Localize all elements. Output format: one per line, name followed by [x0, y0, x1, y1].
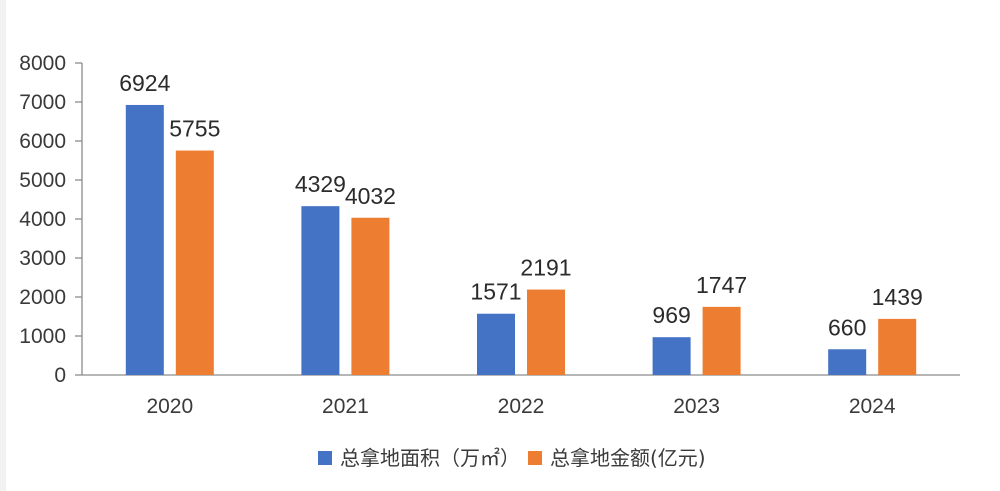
bar-amount [351, 217, 390, 375]
x-tick-label: 2023 [673, 395, 720, 418]
legend-label: 总拿地金额(亿元) [550, 446, 706, 470]
legend-swatch [318, 451, 332, 465]
data-label-area: 969 [652, 302, 690, 328]
bar-area [477, 313, 515, 375]
x-axis: 2020 2021 2022 2023 2024 [82, 374, 960, 418]
y-tick-label: 8000 [19, 52, 66, 75]
data-label-area: 4329 [295, 171, 346, 197]
data-label-area: 6924 [119, 70, 170, 96]
data-label-amount: 1439 [872, 284, 923, 310]
bar-area [652, 337, 691, 375]
y-axis: 0 1000 2000 3000 4000 5000 6000 7000 8000 [19, 52, 83, 387]
legend: 总拿地面积（万㎡） 总拿地金额(亿元) [318, 446, 706, 470]
y-tick-label: 6000 [19, 130, 66, 153]
bar-amount [702, 306, 741, 375]
y-tick-label: 5000 [19, 169, 66, 192]
y-tick-label: 0 [54, 364, 66, 387]
data-label-amount: 4032 [345, 183, 396, 209]
data-label-amount: 1747 [696, 272, 747, 298]
left-edge-shade [0, 0, 6, 491]
data-label-area: 1571 [470, 279, 521, 305]
bar-amount [527, 289, 565, 375]
x-tick-label: 2021 [322, 395, 369, 418]
bar-area [125, 104, 164, 376]
legend-label: 总拿地面积（万㎡） [340, 446, 520, 470]
bar-area [828, 349, 867, 375]
bar-area [301, 206, 340, 375]
legend-swatch [528, 451, 542, 465]
x-tick-label: 2020 [146, 395, 193, 418]
data-label-area: 660 [828, 314, 866, 340]
y-tick-label: 7000 [19, 91, 66, 114]
y-tick-label: 1000 [19, 325, 66, 348]
x-tick-label: 2022 [498, 395, 545, 418]
bars [125, 104, 917, 376]
x-tick-label: 2024 [849, 395, 896, 418]
bar-amount [878, 318, 917, 375]
bar-amount [175, 150, 214, 375]
data-label-amount: 5755 [169, 116, 220, 142]
y-tick-label: 2000 [19, 286, 66, 309]
y-tick-label: 4000 [19, 208, 66, 231]
y-tick-label: 3000 [19, 247, 66, 270]
data-label-amount: 2191 [520, 255, 571, 281]
